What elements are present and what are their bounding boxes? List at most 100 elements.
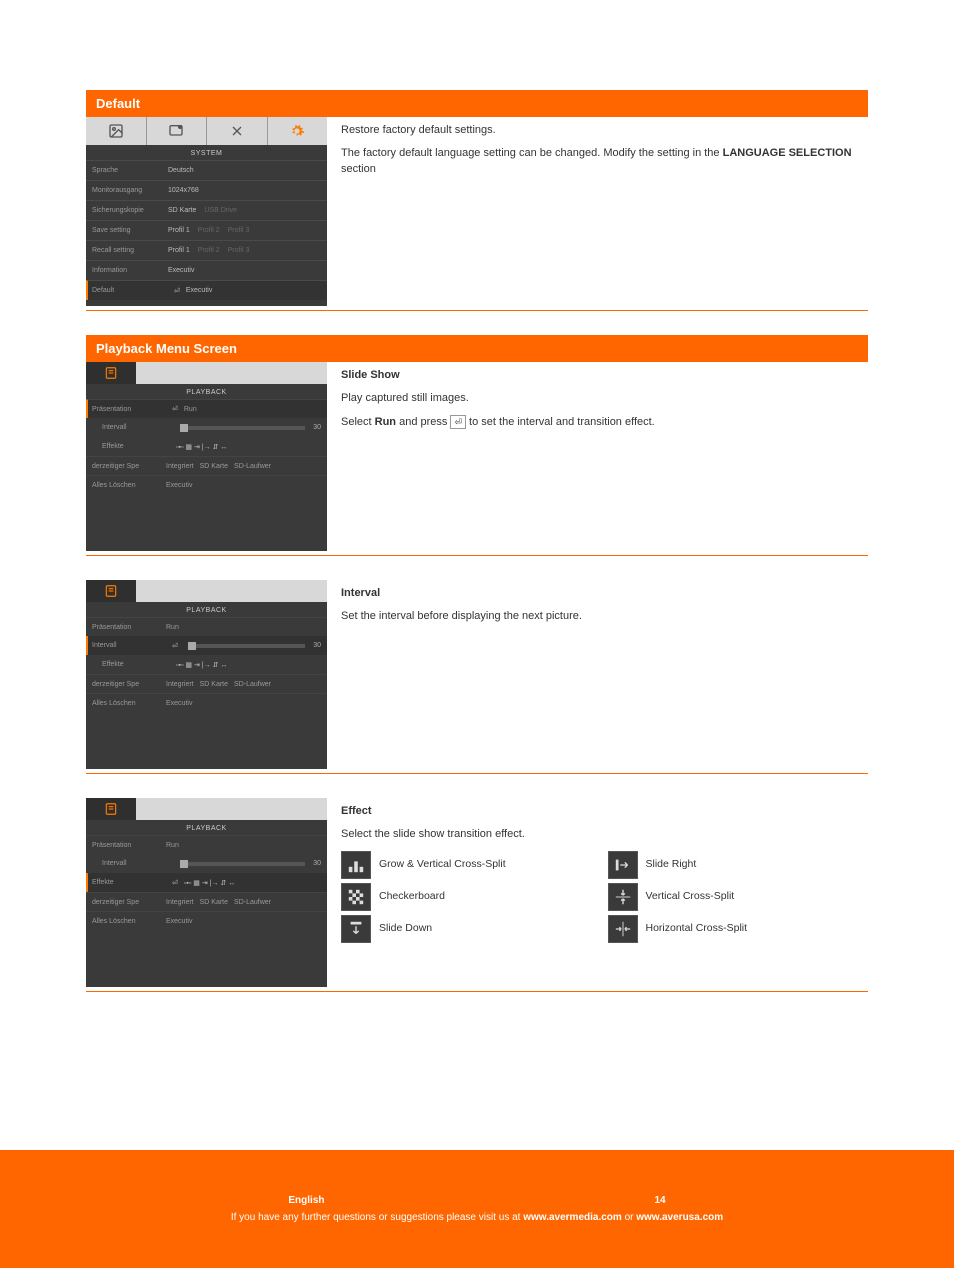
slide-down-icon xyxy=(341,915,371,943)
desc-p1: Restore factory default settings. xyxy=(341,123,868,138)
screenshot-playback-effekte: PLAYBACK PräsentationRun Intervall 30 Eff… xyxy=(86,798,327,987)
desc-p2: The factory default language setting can… xyxy=(341,146,868,177)
footer-note: If you have any further questions or sug… xyxy=(0,1212,954,1223)
playback-tab-icon xyxy=(86,580,136,602)
footer-language: English xyxy=(288,1195,324,1206)
row-val3: SD-Laufwer xyxy=(234,463,271,470)
row-key: Alles Löschen xyxy=(92,700,166,707)
section-heading-playback: Playback Menu Screen xyxy=(86,335,868,362)
row-val2: SD Karte xyxy=(200,463,228,470)
enter-key-graphic: ⏎ xyxy=(450,415,466,430)
effect-icons: ▫▪▫ ▦ ⇥ |→ ⇵ ↔ xyxy=(176,661,227,669)
screenshot-system: SYSTEM SpracheDeutsch Monitorausgang1024… xyxy=(86,117,327,306)
row-key: Effekte xyxy=(102,661,176,668)
effect-label: Vertical Cross-Split xyxy=(646,889,869,904)
row-val: Profil 1 xyxy=(168,247,190,254)
desc-p1: Select the slide show transition effect. xyxy=(341,827,868,842)
desc-p1: Set the interval before displaying the n… xyxy=(341,609,868,624)
description-default: Restore factory default settings. The fa… xyxy=(341,117,868,306)
effect-label: Grow & Vertical Cross-Split xyxy=(379,857,602,872)
row-key: Effekte xyxy=(92,879,166,886)
slider-val: 30 xyxy=(313,642,321,649)
checker-icon xyxy=(341,883,371,911)
desc-p1: Play captured still images. xyxy=(341,391,868,406)
row-val: Integriert xyxy=(166,681,194,688)
row-key: Präsentation xyxy=(92,842,166,849)
tab-image-icon xyxy=(86,117,147,145)
effect-label: Slide Down xyxy=(379,921,602,936)
slider-val: 30 xyxy=(313,860,321,867)
row-val: Executiv xyxy=(166,482,192,489)
subsection-title: Interval xyxy=(341,587,380,599)
slider xyxy=(180,426,305,430)
section-heading-default: Default xyxy=(86,90,868,117)
row-val: 1024x768 xyxy=(168,187,199,194)
row-key: Intervall xyxy=(102,860,176,867)
enter-icon: ⏎ xyxy=(172,642,178,650)
row-val2: USB Drive xyxy=(204,207,237,214)
row-val3: SD-Laufwer xyxy=(234,681,271,688)
desc-slideshow: Slide Show Play captured still images. S… xyxy=(341,362,868,551)
pb-header: PLAYBACK xyxy=(86,820,327,835)
row-key: derzeitiger Spe xyxy=(92,899,166,906)
row-val: Run xyxy=(184,406,197,413)
enter-icon: ⏎ xyxy=(172,879,178,887)
row-key: derzeitiger Spe xyxy=(92,681,166,688)
pb-header: PLAYBACK xyxy=(86,602,327,617)
playback-tab-icon xyxy=(86,798,136,820)
effect-label: Checkerboard xyxy=(379,889,602,904)
screenshot-playback-presentation: PLAYBACK Präsentation⏎Run Intervall30 Ef… xyxy=(86,362,327,551)
row-key: Intervall xyxy=(92,642,166,649)
row-val2: Profil 2 xyxy=(198,247,220,254)
tab-display-icon xyxy=(147,117,208,145)
row-key: Monitorausgang xyxy=(92,187,168,194)
row-key: Save setting xyxy=(92,227,168,234)
enter-icon: ⏎ xyxy=(172,405,178,413)
tab-settings-icon xyxy=(268,117,328,145)
hsplit-icon xyxy=(608,915,638,943)
row-val: Integriert xyxy=(166,899,194,906)
row-val: Deutsch xyxy=(168,167,194,174)
row-key: Alles Löschen xyxy=(92,482,166,489)
screenshot-header: SYSTEM xyxy=(86,145,327,160)
row-val: Executiv xyxy=(168,267,194,274)
effect-icons: ▫▪▫ ▦ ⇥ |→ ⇵ ↔ xyxy=(176,443,227,451)
enter-icon: ⏎ xyxy=(174,287,180,295)
row-key: Intervall xyxy=(102,424,176,431)
row-val: Run xyxy=(166,624,179,631)
row-key: Sicherungskopie xyxy=(92,207,168,214)
row-val3: Profil 3 xyxy=(228,227,250,234)
row-key: Alles Löschen xyxy=(92,918,166,925)
desc-interval: Interval Set the interval before display… xyxy=(341,580,868,769)
row-key: derzeitiger Spe xyxy=(92,463,166,470)
row-val3: Profil 3 xyxy=(228,247,250,254)
row-val: Executiv xyxy=(166,700,192,707)
effect-label: Slide Right xyxy=(646,857,869,872)
section-default: SYSTEM SpracheDeutsch Monitorausgang1024… xyxy=(86,117,868,311)
row-val: Executiv xyxy=(186,287,212,294)
row-key: Default xyxy=(92,287,168,294)
subsection-title: Effect xyxy=(341,805,372,817)
footer-page-number: 14 xyxy=(655,1195,666,1206)
row-key: Sprache xyxy=(92,167,168,174)
desc-effect: Effect Select the slide show transition … xyxy=(341,798,868,987)
section-effect: PLAYBACK PräsentationRun Intervall 30 Eff… xyxy=(86,798,868,992)
screenshot-playback-intervall: PLAYBACK PräsentationRun Intervall⏎30 Ef… xyxy=(86,580,327,769)
effects-grid: Grow & Vertical Cross-Split Slide Right … xyxy=(341,851,868,943)
row-val: SD Karte xyxy=(168,207,196,214)
slider-val: 30 xyxy=(313,424,321,431)
row-key: Information xyxy=(92,267,168,274)
row-key: Effekte xyxy=(102,443,176,450)
slide-right-icon xyxy=(608,851,638,879)
tab-tools-icon xyxy=(207,117,268,145)
row-val2: SD Karte xyxy=(200,899,228,906)
vsplit-icon xyxy=(608,883,638,911)
grow-icon xyxy=(341,851,371,879)
section-slideshow: PLAYBACK Präsentation⏎Run Intervall30 Ef… xyxy=(86,362,868,556)
section-interval: PLAYBACK PräsentationRun Intervall⏎30 Ef… xyxy=(86,580,868,774)
row-val: Run xyxy=(166,842,179,849)
row-val2: SD Karte xyxy=(200,681,228,688)
row-val2: Profil 2 xyxy=(198,227,220,234)
slider xyxy=(180,862,305,866)
desc-p2: Select Run and press ⏎ to set the interv… xyxy=(341,415,868,430)
